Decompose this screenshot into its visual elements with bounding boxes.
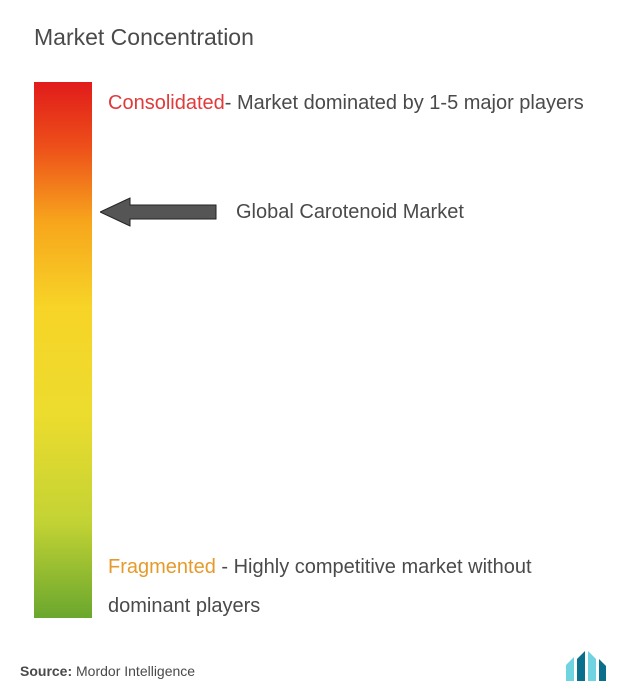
source-value: Mordor Intelligence bbox=[72, 663, 195, 679]
consolidated-description: Consolidated- Market dominated by 1-5 ma… bbox=[108, 84, 610, 122]
consolidated-label: Consolidated bbox=[108, 92, 225, 114]
arrow-left-icon bbox=[100, 196, 218, 228]
source-attribution: Source: Mordor Intelligence bbox=[20, 663, 195, 679]
arrow-shape bbox=[100, 198, 216, 226]
consolidated-text: - Market dominated by 1-5 major players bbox=[225, 92, 584, 114]
logo-bar-4 bbox=[599, 659, 606, 681]
logo-bar-2 bbox=[577, 651, 585, 681]
logo-bar-1 bbox=[566, 657, 574, 681]
logo-bar-3 bbox=[588, 651, 596, 681]
page-title: Market Concentration bbox=[34, 24, 254, 51]
fragmented-label: Fragmented bbox=[108, 556, 216, 578]
mordor-logo-icon bbox=[564, 649, 608, 683]
fragmented-description: Fragmented - Highly competitive market w… bbox=[108, 548, 610, 626]
concentration-spectrum-bar bbox=[34, 82, 92, 618]
pointer-label: Global Carotenoid Market bbox=[236, 201, 464, 224]
source-label: Source: bbox=[20, 663, 72, 679]
market-pointer: Global Carotenoid Market bbox=[100, 196, 464, 228]
